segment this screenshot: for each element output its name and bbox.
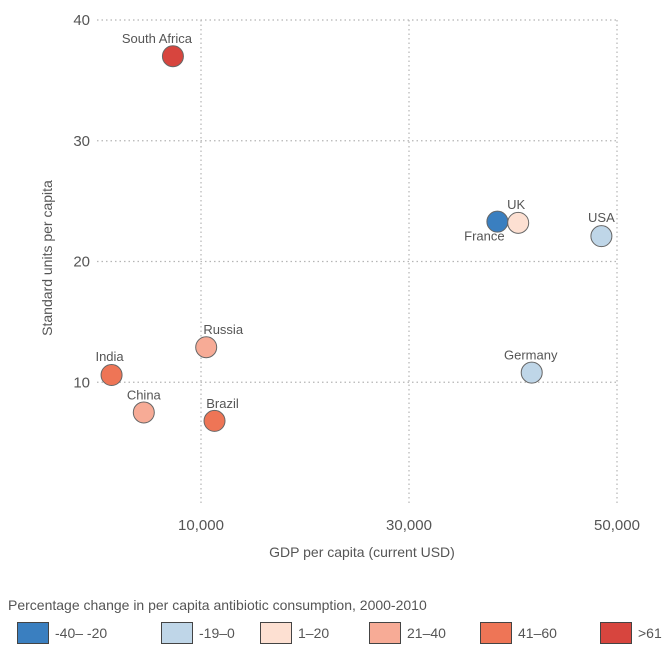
legend-title: Percentage change in per capita antibiot…: [8, 597, 427, 613]
x-tick-label: 30,000: [386, 517, 432, 534]
legend-item: 41–60: [480, 621, 557, 645]
legend-item: 21–40: [369, 621, 446, 645]
x-tick-label: 10,000: [178, 517, 224, 534]
x-axis-title: GDP per capita (current USD): [269, 544, 455, 560]
legend-label: >61: [638, 625, 662, 641]
legend-item: -40– -20: [17, 621, 107, 645]
legend-swatch: [600, 622, 632, 644]
point-label-france: France: [464, 229, 504, 244]
x-axis-ticks: 10,000 30,000 50,000: [178, 517, 640, 534]
point-russia: [195, 336, 218, 359]
legend-label: 21–40: [407, 625, 446, 641]
y-axis-title: Standard units per capita: [39, 180, 55, 336]
point-usa: [590, 225, 613, 248]
x-tick-label: 50,000: [594, 517, 640, 534]
y-tick-label: 30: [73, 133, 90, 150]
point-label-brazil: Brazil: [206, 396, 239, 411]
legend-swatch: [260, 622, 292, 644]
legend-label: -40– -20: [55, 625, 108, 641]
point-uk: [507, 211, 530, 234]
y-tick-label: 20: [73, 254, 90, 271]
data-points: South Africa France UK USA Russia India German…: [95, 31, 615, 432]
grid-lines: [97, 19, 618, 503]
point-germany: [520, 361, 543, 384]
point-label-china: China: [127, 387, 162, 402]
point-south-africa: [161, 45, 184, 68]
legend-swatch: [17, 622, 49, 644]
point-india: [100, 364, 123, 387]
point-label-india: India: [95, 349, 124, 364]
point-label-south-africa: South Africa: [122, 31, 193, 46]
legend-label: -19–0: [199, 625, 235, 641]
legend-label: 1–20: [298, 625, 330, 641]
legend-item: >61: [600, 621, 662, 645]
point-china: [132, 401, 155, 424]
point-label-usa: USA: [588, 210, 615, 225]
legend-item: 1–20: [260, 621, 329, 645]
point-brazil: [203, 409, 226, 432]
y-tick-label: 10: [73, 374, 90, 391]
legend-label: 41–60: [518, 625, 557, 641]
y-axis-ticks: 10 20 30 40: [73, 12, 90, 391]
scatter-chart: 10 20 30 40 10,000 30,000 50,000 South Africa…: [39, 12, 640, 560]
legend-swatch: [480, 622, 512, 644]
legend-item: -19–0: [161, 621, 235, 645]
point-label-germany: Germany: [504, 348, 558, 363]
point-label-russia: Russia: [203, 322, 244, 337]
legend-swatch: [369, 622, 401, 644]
legend-swatch: [161, 622, 193, 644]
point-label-uk: UK: [507, 197, 525, 212]
y-tick-label: 40: [73, 12, 90, 29]
